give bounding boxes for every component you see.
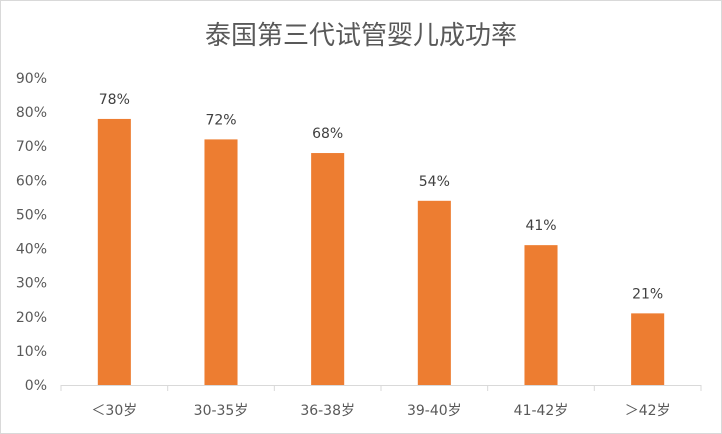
x-tick-label: 41-42岁: [514, 403, 569, 419]
data-label: 41%: [525, 218, 556, 234]
bar: [311, 153, 345, 385]
x-tick-label: ＜30岁: [91, 403, 137, 419]
y-tick-label: 10%: [16, 344, 47, 360]
y-tick-label: 60%: [16, 173, 47, 189]
x-tick-label: ＞42岁: [625, 403, 671, 419]
data-label: 54%: [419, 174, 450, 190]
data-label: 78%: [99, 92, 130, 108]
data-label: 68%: [312, 126, 343, 142]
bars: [97, 118, 665, 385]
data-labels: 78% 72% 68% 54% 41% 21%: [99, 92, 663, 302]
bar: [631, 313, 665, 385]
data-label: 21%: [632, 286, 663, 302]
y-tick-label: 70%: [16, 139, 47, 155]
bar: [524, 245, 558, 385]
y-tick-label: 80%: [16, 105, 47, 121]
y-tick-label: 40%: [16, 242, 47, 258]
bar: [97, 118, 131, 385]
x-tick-label: 39-40岁: [407, 403, 462, 419]
y-axis: 0% 10% 20% 30% 40% 50% 60% 70% 80% 90%: [16, 71, 47, 394]
y-tick-label: 50%: [16, 207, 47, 223]
y-tick-label: 30%: [16, 276, 47, 292]
x-axis: ＜30岁 30-35岁 36-38岁 39-40岁 41-42岁 ＞42岁: [60, 385, 702, 419]
chart-title: 泰国第三代试管婴儿成功率: [204, 21, 517, 51]
bar: [204, 139, 238, 385]
bar: [417, 200, 451, 385]
x-tick-label: 36-38岁: [300, 403, 355, 419]
y-tick-label: 0%: [25, 378, 47, 394]
x-tick-label: 30-35岁: [194, 403, 249, 419]
y-tick-label: 90%: [16, 71, 47, 87]
y-tick-label: 20%: [16, 310, 47, 326]
data-label: 72%: [205, 112, 236, 128]
